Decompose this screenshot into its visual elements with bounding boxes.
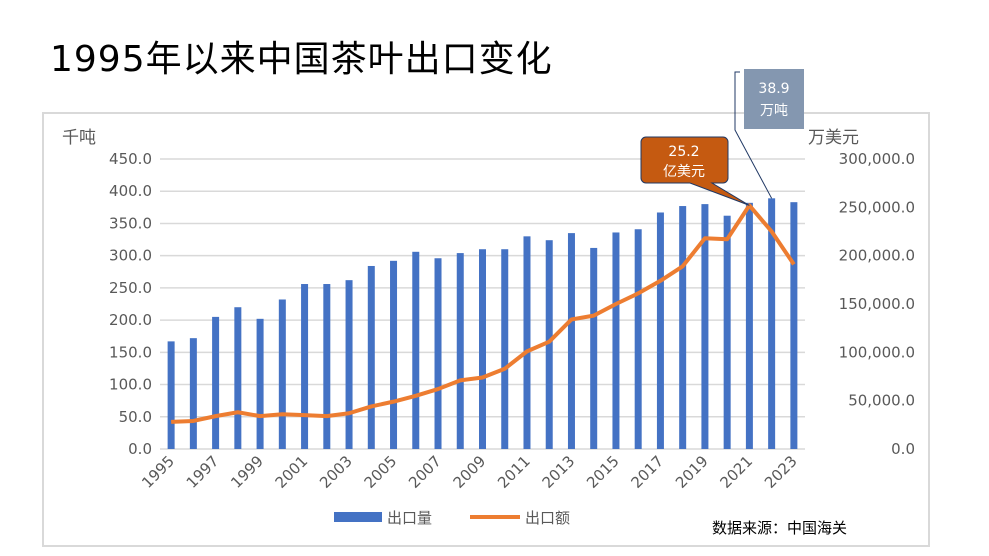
bar-1999 [256,318,264,449]
x-tick-label: 2003 [316,452,356,492]
bar-1996 [189,338,197,449]
right-tick-label: 100,000.0 [839,343,915,361]
x-tick-label: 2021 [716,452,756,492]
bar-2005 [390,260,398,449]
x-tick-label: 2011 [494,452,534,492]
callout-text-value: 亿美元 [663,164,705,180]
x-tick-label: 1997 [183,452,223,492]
callout-box-value [640,136,750,206]
legend-swatch-bar [334,512,382,522]
bar-2003 [345,280,353,449]
bar-2010 [501,249,509,449]
bar-2020 [723,215,731,449]
callout-leader-volume [734,71,773,199]
source-note: 数据来源：中国海关 [712,519,848,537]
bar-2008 [456,253,464,449]
bar-2006 [412,251,420,449]
left-axis-label: 千吨 [62,128,96,148]
legend-label-line: 出口额 [525,509,570,527]
x-tick-label: 2023 [761,452,801,492]
left-tick-label: 350.0 [109,214,152,232]
left-tick-label: 100.0 [109,376,152,394]
right-tick-label: 200,000.0 [839,247,915,265]
x-tick-label: 2007 [405,452,445,492]
bar-2009 [479,249,486,449]
bar-2000 [278,299,286,449]
bar-2021 [745,202,753,449]
x-tick-label: 2009 [450,452,490,492]
bar-2018 [679,206,687,449]
left-tick-label: 0.0 [128,440,152,458]
left-tick-label: 250.0 [109,279,152,297]
right-tick-label: 150,000.0 [839,295,915,313]
callout-text-value: 25.2 [668,144,699,160]
x-tick-label: 2001 [272,452,312,492]
x-tick-label: 2005 [361,452,401,492]
right-tick-label: 250,000.0 [839,198,915,216]
bar-2002 [323,284,331,449]
bar-2004 [367,265,375,449]
right-tick-label: 0.0 [891,440,915,458]
bar-2007 [434,258,442,449]
page-title: 1995年以来中国茶叶出口变化 [50,39,553,80]
left-tick-label: 200.0 [109,311,152,329]
callout-text-volume: 38.9 [758,81,789,97]
bar-2019 [701,204,709,449]
left-tick-label: 400.0 [109,182,152,200]
x-tick-label: 2015 [583,452,623,492]
x-tick-label: 1999 [227,452,267,492]
bar-2013 [567,233,575,449]
bar-1995 [167,341,175,449]
left-tick-label: 150.0 [109,343,152,361]
bar-2014 [590,247,598,449]
x-tick-label: 1995 [138,452,178,492]
legend-label-bar: 出口量 [387,509,432,527]
bar-2012 [545,240,553,449]
bar-2011 [523,236,531,449]
bar-1998 [234,307,242,449]
right-tick-label: 300,000.0 [839,150,915,168]
right-axis-label: 万美元 [808,128,859,148]
x-tick-label: 2017 [628,452,668,492]
x-tick-label: 2013 [539,452,579,492]
left-tick-label: 300.0 [109,247,152,265]
left-tick-label: 50.0 [119,408,152,426]
bar-2023 [790,202,798,449]
bar-2015 [612,232,620,449]
chart-frame [42,112,930,547]
bar-2017 [656,212,664,449]
bar-2022 [768,198,776,449]
left-tick-label: 450.0 [109,150,152,168]
x-tick-label: 2019 [672,452,712,492]
right-tick-label: 50,000.0 [848,392,915,410]
callout-box-volume [744,69,804,129]
bar-2001 [301,284,309,449]
callout-text-volume: 万吨 [760,103,788,119]
bar-2016 [634,229,642,449]
bar-1997 [212,316,220,449]
